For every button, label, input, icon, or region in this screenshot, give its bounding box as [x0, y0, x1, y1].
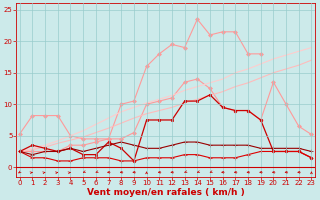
X-axis label: Vent moyen/en rafales ( km/h ): Vent moyen/en rafales ( km/h ): [87, 188, 244, 197]
